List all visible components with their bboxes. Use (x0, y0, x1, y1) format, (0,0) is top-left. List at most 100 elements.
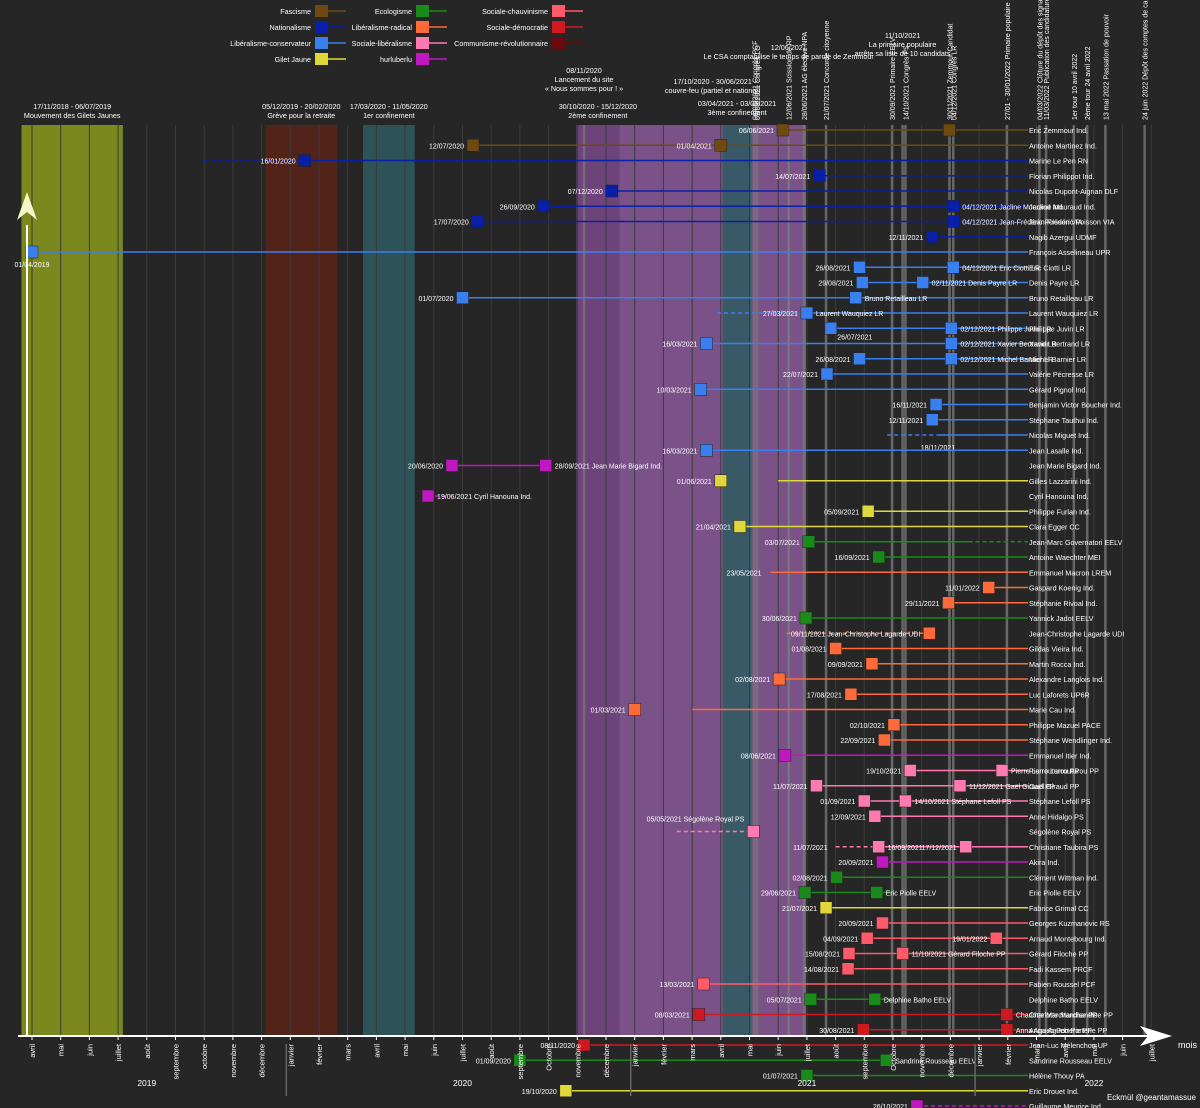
marker-label: 29/08/2021 (818, 281, 853, 288)
legend-label: hurluberlu (380, 55, 412, 64)
marker-label: 06/06/2021 (739, 128, 774, 135)
candidate-name: Stéphanie Rivoal Ind. (1029, 599, 1097, 608)
candidate-name: Gilles Lazzarini Ind. (1029, 477, 1092, 486)
marker-label: 21/07/2021 (782, 906, 817, 913)
candidate-marker (800, 306, 814, 320)
marker-label: 02/08/2021 (735, 677, 770, 684)
event-label: 21/07/2021 Concorde citoyenne (824, 21, 831, 120)
x-tick-label: janvier (631, 1043, 640, 1067)
candidate-name: Stéphane Lefoll PS (1029, 797, 1091, 806)
candidate-name: Bruno Retailleau LR (1029, 294, 1093, 303)
candidate-marker (776, 123, 790, 137)
candidate-name: Akira Ind. (1029, 858, 1059, 867)
x-tick-label: novembre (229, 1044, 238, 1077)
marker-label: 05/09/2021 (824, 509, 859, 516)
candidate-marker (628, 703, 641, 716)
marker-label: 12/09/2021 (831, 814, 866, 821)
marker-label: 01/07/2020 (418, 296, 453, 303)
year-label: 2020 (453, 1078, 472, 1088)
candidate-name: Hélène Thouy PA (1029, 1072, 1085, 1081)
legend-swatch (416, 5, 429, 17)
candidate-name: Marie Cau Ind. (1029, 706, 1076, 715)
x-tick-label: mars (1033, 1044, 1042, 1061)
candidate-name: Charlotte Marchandise PP (1029, 1011, 1113, 1020)
candidate-name: Eric Piolle EELV (1029, 889, 1081, 898)
x-tick-label: avril (717, 1044, 726, 1058)
legend-swatch (552, 21, 565, 33)
legend-swatch (315, 5, 328, 17)
marker-label: 01/04/2021 (677, 143, 712, 150)
marker-label: 01/03/2021 (591, 708, 626, 715)
candidate-name: Nicolas Miguet Ind. (1029, 431, 1090, 440)
candidate-marker (778, 749, 792, 762)
candidate-name: Gaël Giraud PP (1029, 782, 1080, 791)
legend-swatch (416, 37, 429, 49)
candidate-marker (605, 184, 618, 198)
candidate-name: Gildas Vieira Ind. (1029, 645, 1084, 654)
candidate-name: Eric Ciotti LR (1029, 263, 1071, 272)
x-axis-arrow (1140, 1026, 1172, 1046)
event-label: arrête sa liste de 10 candidats (855, 49, 951, 58)
year-label: 2021 (797, 1078, 816, 1088)
period-band (265, 125, 338, 1036)
candidate-marker (942, 596, 955, 609)
candidate-marker (539, 459, 552, 472)
candidate-name: Fadi Kassem PRCF (1029, 965, 1093, 974)
x-tick-label: avril (1061, 1044, 1070, 1058)
marker-label: 14/08/2021 (804, 967, 839, 974)
x-tick-label: février (1004, 1044, 1013, 1065)
marker-label: 30/06/2021 (762, 616, 797, 623)
candidate-marker (953, 779, 967, 792)
marker-label: 22/07/2021 (783, 372, 818, 379)
marker-label: 02/12/2021 Michel Barnier LR (960, 357, 1053, 364)
event-label: 11/03/2022 Publication des candidatures (1044, 0, 1051, 120)
marker-label: 16/11/2021 (893, 403, 928, 410)
x-tick-label: août (143, 1043, 152, 1059)
marker-label: 14/10/2021 Stéphane Lefoll PS (914, 799, 1011, 806)
candidate-name: Philippe Juvin LR (1029, 324, 1085, 333)
x-tick-label: juillet (459, 1043, 468, 1062)
marker-label: 26/08/2021 (815, 265, 850, 272)
candidate-name: Luc Laforets UP6R (1029, 690, 1090, 699)
marker-label: 02/08/2021 (793, 875, 828, 882)
candidates-layer: Eric Zemmour Ind. 06/06/2021 Antoine Marti… (14, 123, 1125, 1108)
x-tick-label: novembre (918, 1044, 927, 1077)
marker-label: 17/08/2021 (807, 692, 842, 699)
x-tick-label: février (659, 1044, 668, 1065)
credit-text: Eckmül @geantamassue (1107, 1093, 1197, 1102)
marker-label: 27/03/2021 (763, 311, 798, 318)
marker-label: 01/07/2021 (763, 1074, 798, 1081)
x-tick-label: Octobre (545, 1044, 554, 1071)
event-label: 04/12/2021 Congrès LR (951, 46, 958, 120)
x-tick-label: juillet (803, 1043, 812, 1062)
marker-label: 05/05/2021 Ségolène Royal PS (647, 817, 745, 824)
marker-label: Charlotte Marchandise PP (1016, 1013, 1098, 1020)
candidate-name: Anna Agueb-Porterie PP (1029, 1026, 1108, 1035)
candidate-marker (925, 413, 939, 426)
marker-label: 12/11/2021 (889, 418, 924, 425)
marker-label: 30/08/2021 (819, 1028, 854, 1035)
candidate-name: Anne Hidalgo PS (1029, 812, 1084, 821)
period-label: 3ème confinement (707, 108, 766, 117)
event-label: 1er tour 10 avril 2022 (1072, 54, 1079, 120)
candidate-name: Nicolas Dupont-Aignan DLF (1029, 187, 1119, 196)
candidate-name: Antoine Martinez Ind. (1029, 141, 1097, 150)
period-band (722, 125, 752, 1036)
candidate-marker (700, 444, 713, 457)
period-label: 30/10/2020 - 15/12/2020 (559, 102, 637, 111)
candidate-marker (878, 733, 891, 747)
candidate-marker (923, 627, 936, 640)
legend-swatch (416, 21, 429, 33)
candidate-marker (445, 459, 459, 472)
marker-label: 07/12/2020 (568, 189, 603, 196)
marker-label: 19/10/2020 (522, 1089, 557, 1096)
candidate-name: Jean Marie Bigard Ind. (1029, 462, 1101, 471)
candidate-marker (945, 352, 958, 365)
candidate-name: Gérard Pignol Ind. (1029, 385, 1087, 394)
candidate-name: Benjamin Victor Boucher Ind. (1029, 401, 1122, 410)
legend-swatch (552, 37, 565, 49)
x-tick-label: juin (774, 1044, 783, 1057)
candidate-marker (925, 230, 939, 243)
marker-label: 12/11/2021 (889, 235, 924, 242)
marker-label: 22/09/2021 (840, 738, 875, 745)
